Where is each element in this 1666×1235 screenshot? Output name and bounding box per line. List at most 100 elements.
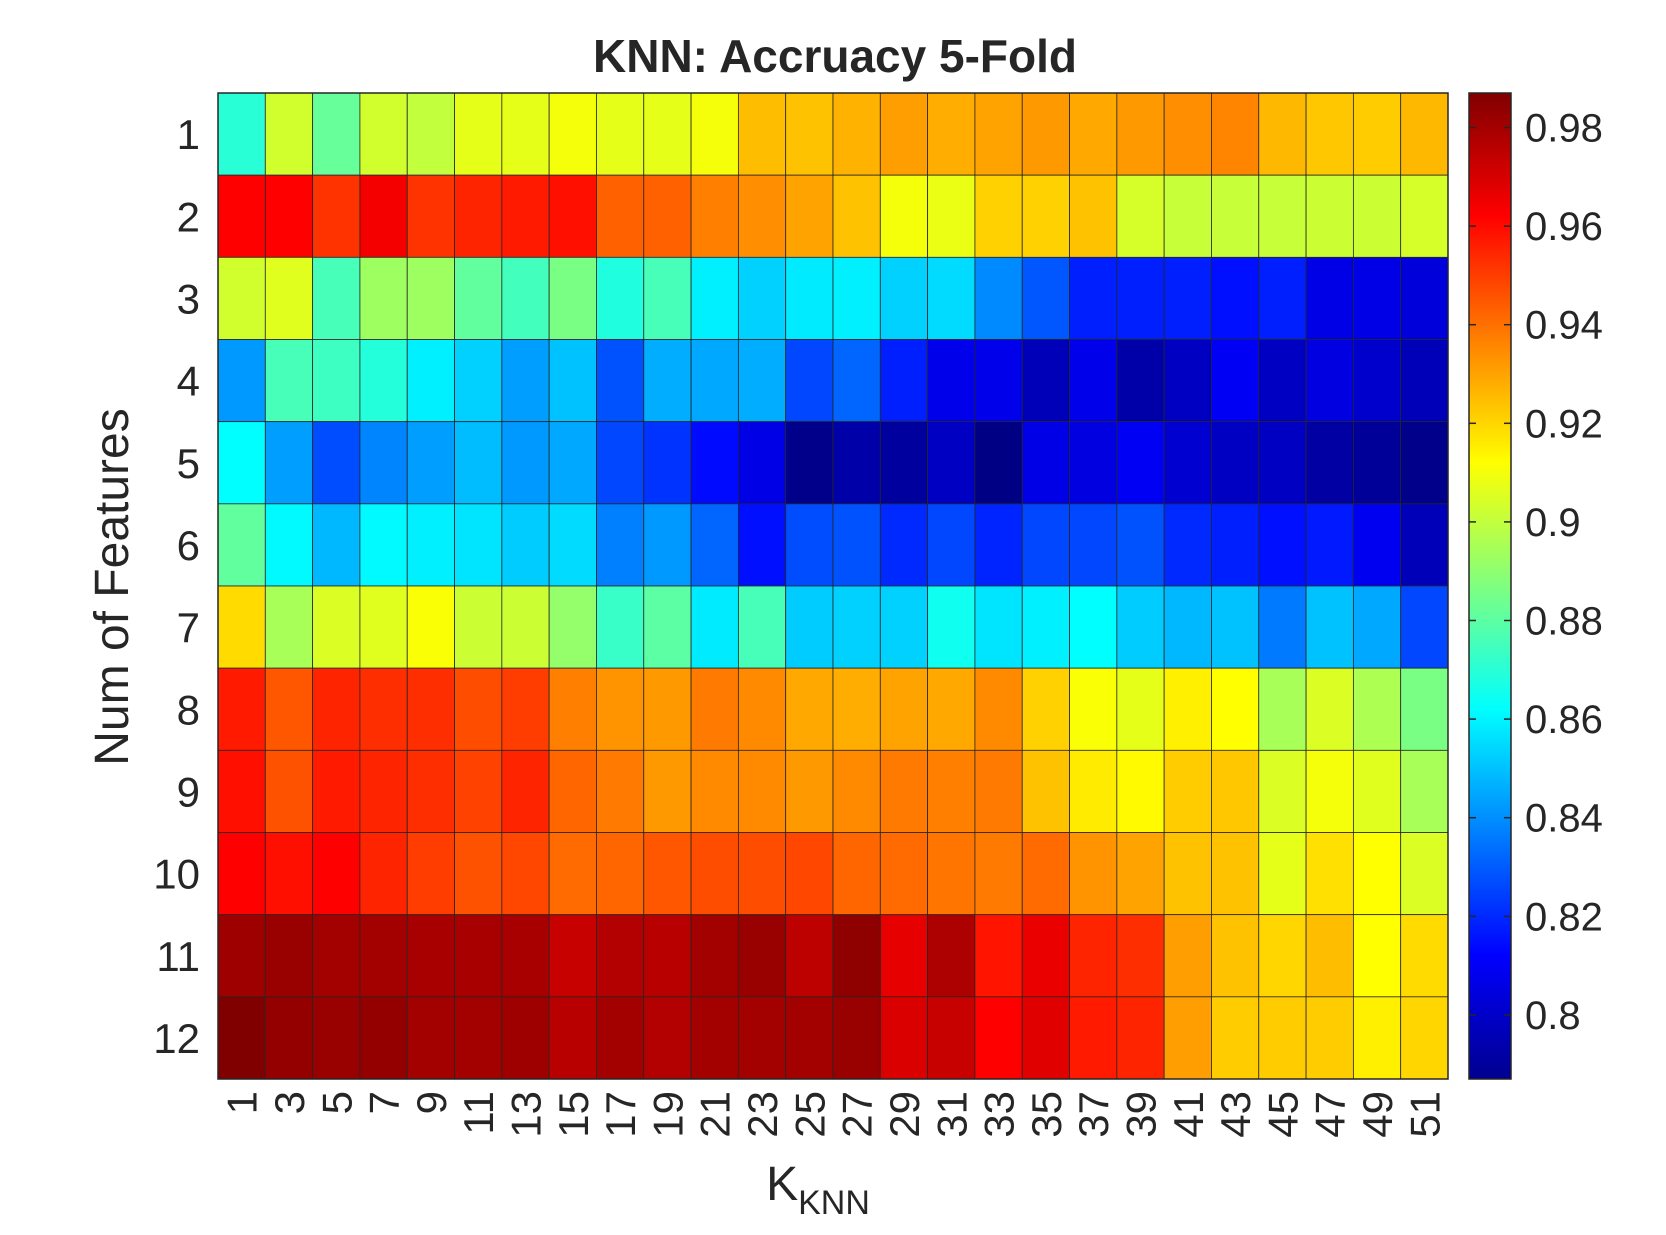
heatmap-cells (217, 92, 1449, 1080)
heatmap-cell (1116, 503, 1165, 587)
heatmap-cell (832, 339, 881, 423)
y-tick-label: 1 (177, 111, 200, 158)
heatmap-cell (501, 667, 550, 751)
heatmap-cell (879, 749, 929, 833)
heatmap-cell (832, 585, 881, 669)
y-tick-label: 11 (156, 933, 200, 980)
heatmap-cell (1163, 585, 1212, 669)
heatmap-cell (643, 667, 692, 751)
heatmap-cell (1352, 421, 1402, 505)
heatmap-cell (1163, 92, 1212, 176)
x-tick-label: 13 (503, 1091, 550, 1138)
heatmap-cell (1211, 585, 1260, 669)
heatmap-cell (1021, 92, 1070, 176)
x-tick-label: 41 (1165, 1091, 1212, 1138)
heatmap-cell (454, 585, 503, 669)
x-tick-label: 31 (928, 1091, 975, 1138)
heatmap-cell (1163, 996, 1212, 1080)
heatmap-cell (879, 503, 929, 587)
x-tick-label: 39 (1118, 1091, 1165, 1138)
x-tick-label: 11 (455, 1091, 502, 1135)
heatmap-cell (264, 421, 314, 505)
heatmap-cell (927, 996, 976, 1080)
heatmap-cell (359, 832, 408, 916)
heatmap-cell (737, 174, 787, 258)
heatmap-cell (406, 585, 455, 669)
colorbar-tick-label: 0.8 (1525, 994, 1581, 1038)
heatmap-cell (1021, 832, 1070, 916)
heatmap-cell (1069, 256, 1118, 340)
heatmap-cell (1258, 503, 1307, 587)
heatmap-cell (596, 256, 645, 340)
x-tick-label: 21 (692, 1091, 739, 1138)
heatmap-cell (359, 503, 408, 587)
colorbar-tick-label: 0.84 (1525, 797, 1603, 841)
heatmap-cell (927, 832, 976, 916)
heatmap-cell (737, 914, 787, 998)
heatmap-cell (359, 914, 408, 998)
heatmap-cell (927, 667, 976, 751)
heatmap-cell (264, 585, 314, 669)
heatmap-cell (312, 667, 361, 751)
heatmap-cell (690, 832, 739, 916)
heatmap-cell (548, 256, 597, 340)
heatmap-cell (1021, 339, 1070, 423)
heatmap-cell (690, 749, 739, 833)
heatmap-cell (785, 914, 834, 998)
x-tick-label: 9 (408, 1091, 455, 1114)
heatmap-cell (359, 256, 408, 340)
heatmap-cell (217, 256, 266, 340)
heatmap-cell (1258, 832, 1307, 916)
heatmap-cell (454, 256, 503, 340)
x-tick-label: 51 (1401, 1091, 1448, 1138)
heatmap-cell (1069, 914, 1118, 998)
heatmap-cell (1211, 503, 1260, 587)
heatmap-cell (548, 92, 597, 176)
heatmap-cell (1021, 996, 1070, 1080)
heatmap-cell (1211, 339, 1260, 423)
heatmap-cell (312, 92, 361, 176)
heatmap-cell (974, 256, 1023, 340)
heatmap-cell (406, 256, 455, 340)
heatmap-cell (1211, 174, 1260, 258)
heatmap-cell (454, 503, 503, 587)
heatmap-cell (548, 503, 597, 587)
heatmap-cell (501, 174, 550, 258)
y-tick-label: 12 (153, 1015, 200, 1062)
x-tick-label: 25 (786, 1091, 833, 1138)
heatmap-cell (1211, 832, 1260, 916)
heatmap-cell (1305, 832, 1354, 916)
heatmap-cell (1021, 174, 1070, 258)
heatmap-cell (643, 914, 692, 998)
heatmap-cell (264, 667, 314, 751)
y-axis-label: Num of Features (86, 408, 139, 765)
heatmap-cell (596, 339, 645, 423)
heatmap-cell (501, 832, 550, 916)
heatmap-cell (1258, 339, 1307, 423)
heatmap-cell (454, 421, 503, 505)
heatmap-cell (1305, 996, 1354, 1080)
heatmap-cell (1069, 174, 1118, 258)
chart-title: KNN: Accruacy 5-Fold (593, 30, 1077, 82)
heatmap-cell (501, 339, 550, 423)
heatmap-cell (501, 503, 550, 587)
heatmap-cell (690, 996, 739, 1080)
heatmap-cell (690, 421, 739, 505)
heatmap-cell (312, 503, 361, 587)
y-tick-label: 7 (177, 604, 200, 651)
heatmap-cell (927, 92, 976, 176)
heatmap-cell (501, 92, 550, 176)
heatmap-cell (312, 339, 361, 423)
heatmap-cell (264, 914, 314, 998)
heatmap-cell (596, 749, 645, 833)
x-tick-label: 35 (1023, 1091, 1070, 1138)
heatmap-cell (596, 996, 645, 1080)
heatmap-cell (1116, 667, 1165, 751)
heatmap-cell (832, 749, 881, 833)
heatmap-cell (879, 174, 929, 258)
colorbar-tick-label: 0.96 (1525, 205, 1603, 249)
heatmap-cell (596, 832, 645, 916)
x-tick-label: 15 (550, 1091, 597, 1138)
heatmap-cell (1069, 667, 1118, 751)
